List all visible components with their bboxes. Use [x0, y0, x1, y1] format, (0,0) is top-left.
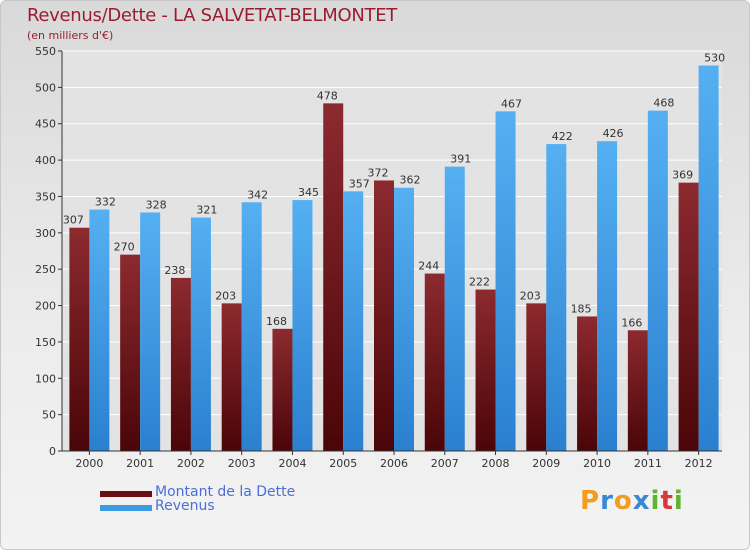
data-label-revenue: 468: [653, 97, 674, 110]
data-label-debt: 166: [621, 316, 642, 329]
data-label-debt: 238: [164, 264, 185, 277]
x-tick-label: 2004: [278, 457, 306, 470]
data-label-revenue: 391: [450, 153, 471, 166]
bar-debt: [221, 303, 242, 451]
bar-revenue: [89, 209, 110, 451]
legend-label-revenue: Revenus: [155, 498, 215, 514]
y-tick-label: 250: [35, 263, 56, 276]
bar-revenue: [190, 217, 211, 451]
y-tick-label: 100: [35, 372, 56, 385]
bar-revenue: [140, 212, 161, 451]
legend-swatch-debt: [100, 491, 152, 497]
bar-debt: [627, 330, 648, 451]
data-label-debt: 244: [418, 260, 439, 273]
data-label-debt: 185: [571, 302, 592, 315]
x-tick-label: 2009: [532, 457, 560, 470]
data-label-debt: 270: [114, 241, 135, 254]
data-label-revenue: 332: [95, 196, 116, 209]
x-tick-label: 2010: [583, 457, 611, 470]
y-tick-label: 500: [35, 81, 56, 94]
data-label-revenue: 321: [196, 204, 217, 217]
bar-debt: [323, 103, 344, 451]
x-tick-label: 2002: [177, 457, 205, 470]
bar-debt: [374, 180, 394, 452]
y-tick-label: 400: [35, 154, 56, 167]
x-tick-label: 2008: [482, 457, 510, 470]
bar-debt: [475, 289, 496, 451]
data-label-debt: 478: [317, 89, 338, 102]
bar-revenue: [343, 191, 364, 451]
logo-letter: P: [580, 486, 601, 516]
legend-label-debt: Montant de la Dette: [155, 484, 296, 500]
y-tick-label: 300: [35, 227, 56, 240]
bar-revenue: [292, 200, 313, 451]
bar-revenue: [647, 110, 668, 452]
chart-subtitle: (en milliers d'€): [27, 29, 114, 42]
bar-revenue: [698, 65, 719, 451]
y-tick-label: 50: [42, 409, 56, 422]
logo-letter: t: [660, 486, 674, 516]
y-tick-label: 350: [35, 190, 56, 203]
data-label-revenue: 426: [603, 127, 624, 140]
bar-revenue: [444, 166, 465, 452]
bar-revenue: [241, 202, 262, 451]
y-tick-label: 550: [35, 45, 56, 58]
data-label-revenue: 362: [400, 174, 421, 187]
data-label-debt: 372: [368, 166, 389, 179]
y-tick-label: 150: [35, 336, 56, 349]
y-tick-label: 0: [49, 445, 56, 458]
legend-swatch-revenue: [100, 505, 152, 511]
data-label-revenue: 342: [247, 188, 268, 201]
bar-revenue: [495, 111, 516, 451]
y-tick-label: 450: [35, 118, 56, 131]
logo-letter: x: [632, 486, 651, 516]
bar-debt: [526, 303, 547, 451]
bar-debt: [170, 277, 191, 451]
x-tick-label: 2001: [126, 457, 154, 470]
y-tick-label: 200: [35, 300, 56, 313]
bar-debt: [272, 328, 293, 451]
proxiti-logo: Proxiti: [580, 486, 684, 516]
data-label-revenue: 530: [704, 52, 725, 65]
data-label-debt: 369: [672, 169, 693, 182]
bar-debt: [678, 182, 699, 452]
logo-letter: i: [673, 486, 684, 516]
x-tick-label: 2012: [685, 457, 713, 470]
x-tick-label: 2006: [380, 457, 408, 470]
x-tick-label: 2005: [329, 457, 357, 470]
data-label-debt: 307: [63, 214, 84, 227]
data-label-revenue: 422: [552, 130, 573, 143]
logo-letter: r: [600, 486, 614, 516]
x-tick-label: 2011: [634, 457, 662, 470]
x-tick-label: 2007: [431, 457, 459, 470]
logo-letter: o: [613, 486, 633, 516]
bar-debt: [69, 227, 90, 451]
chart-title: Revenus/Dette - LA SALVETAT-BELMONTET: [27, 5, 397, 26]
data-label-debt: 222: [469, 276, 490, 289]
x-tick-label: 2000: [75, 457, 103, 470]
data-label-debt: 168: [266, 315, 287, 328]
logo-letter: i: [650, 486, 661, 516]
bar-debt: [120, 254, 141, 451]
data-label-revenue: 328: [146, 198, 167, 211]
data-label-revenue: 345: [298, 186, 319, 199]
data-label-debt: 203: [520, 289, 541, 302]
bar-revenue: [597, 141, 618, 451]
bar-debt: [577, 316, 598, 451]
x-tick-label: 2003: [228, 457, 256, 470]
bar-debt: [424, 273, 445, 451]
bar-revenue: [546, 144, 567, 451]
data-label-revenue: 357: [349, 177, 370, 190]
data-label-debt: 203: [215, 289, 236, 302]
bar-revenue: [394, 187, 414, 451]
data-label-revenue: 467: [501, 97, 522, 110]
